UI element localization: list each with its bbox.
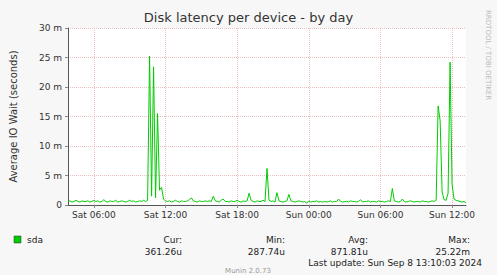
svg-text:Cur:: Cur: [163,235,182,245]
svg-text:Sat 06:00: Sat 06:00 [72,210,116,220]
svg-text:0: 0 [56,200,62,210]
svg-text:Disk latency per device - by d: Disk latency per device - by day [144,10,354,25]
svg-text:10 m: 10 m [39,141,62,151]
svg-text:15 m: 15 m [39,112,62,122]
svg-text:361.26u: 361.26u [145,247,182,257]
svg-text:Last update: Sun Sep 8 13:10:0: Last update: Sun Sep 8 13:10:03 2024 [308,258,482,268]
svg-text:Max:: Max: [448,235,470,245]
svg-text:30 m: 30 m [39,23,62,33]
svg-text:871.81u: 871.81u [331,247,368,257]
svg-text:Avg:: Avg: [348,235,368,245]
svg-text:Min:: Min: [266,235,285,245]
svg-text:Munin 2.0.73: Munin 2.0.73 [225,267,271,275]
svg-text:287.74u: 287.74u [248,247,285,257]
svg-text:5 m: 5 m [45,171,62,181]
svg-text:Sat 12:00: Sat 12:00 [144,210,188,220]
svg-text:Sat 18:00: Sat 18:00 [215,210,259,220]
svg-text:Sun 00:00: Sun 00:00 [286,210,332,220]
svg-text:RRDTOOL / TOBI OETIKER: RRDTOOL / TOBI OETIKER [484,10,492,100]
svg-text:25.22m: 25.22m [435,247,470,257]
svg-text:Average IO Wait (seconds): Average IO Wait (seconds) [8,50,19,182]
svg-text:Sun 12:00: Sun 12:00 [429,210,475,220]
svg-text:20 m: 20 m [39,82,62,92]
svg-text:sda: sda [27,235,43,245]
svg-text:25 m: 25 m [39,53,62,63]
svg-text:Sun 06:00: Sun 06:00 [357,210,403,220]
